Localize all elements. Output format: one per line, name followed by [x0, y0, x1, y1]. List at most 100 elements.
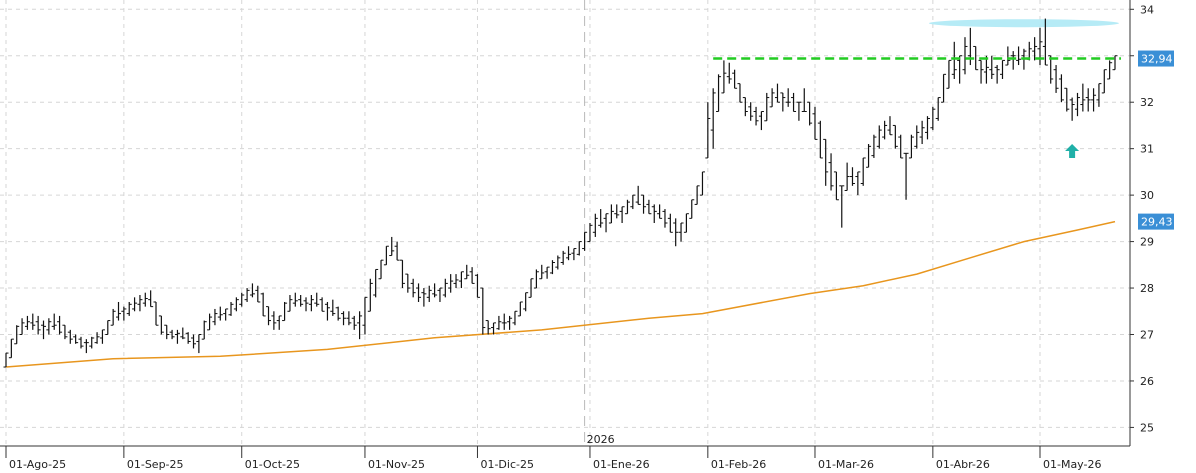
ohlc-bar	[330, 299, 336, 316]
ohlc-bar	[121, 306, 127, 321]
ohlc-bar	[432, 283, 438, 298]
ohlc-bar	[903, 152, 909, 200]
ohlc-bar	[266, 306, 272, 326]
ohlc-bar	[501, 313, 507, 330]
ohlc-bar	[105, 320, 111, 335]
ohlc-bar	[464, 264, 470, 280]
ohlc-bar	[421, 288, 427, 307]
ohlc-bar	[683, 213, 689, 233]
ohlc-bar	[887, 116, 893, 136]
ohlc-bar	[239, 292, 245, 307]
ohlc-bar	[587, 223, 593, 243]
ohlc-bar	[1096, 83, 1102, 107]
ohlc-bar	[469, 267, 475, 284]
ohlc-bar	[957, 55, 963, 84]
ohlc-bar	[341, 311, 347, 326]
ohlc-bar	[817, 120, 823, 159]
ohlc-bar	[233, 297, 239, 312]
ohlc-bar	[1048, 55, 1054, 84]
ohlc-bar	[951, 41, 957, 79]
ohlc-bar	[410, 278, 416, 298]
ohlc-bar	[507, 315, 513, 330]
ohlc-bar	[142, 292, 148, 307]
ohlc-bar	[973, 45, 979, 71]
ohlc-bar	[855, 171, 861, 196]
ohlc-bar	[512, 310, 518, 326]
ohlc-bar	[223, 308, 229, 321]
ohlc-bar	[716, 74, 722, 112]
ohlc-bar	[137, 295, 143, 312]
x-tick-label: 01-Oct-25	[245, 458, 300, 471]
y-tick-label: 29	[1140, 236, 1154, 249]
ohlc-bar	[67, 329, 73, 344]
x-tick-label: 01-Ago-25	[9, 458, 66, 471]
x-tick-label: 01-Abr-26	[936, 458, 990, 471]
price-tag	[1138, 50, 1174, 67]
ohlc-bar	[555, 255, 561, 270]
ohlc-bar	[41, 320, 47, 340]
ohlc-bar	[576, 241, 582, 256]
ohlc-bar	[833, 171, 839, 201]
ohlc-bar	[866, 144, 872, 168]
ohlc-bar	[769, 88, 775, 108]
moving-average-layer	[5, 220, 1116, 368]
ohlc-bar	[614, 204, 620, 219]
ohlc-bar	[78, 336, 84, 349]
ohlc-bar	[357, 311, 363, 340]
ohlc-bar	[914, 125, 920, 149]
moving-average-line	[5, 220, 1116, 368]
ohlc-bar	[566, 246, 572, 261]
ohlc-bar	[35, 315, 41, 335]
highlight-zones	[928, 19, 1119, 28]
ohlc-bar	[271, 311, 277, 330]
ohlc-bar	[598, 209, 604, 228]
ohlc-bar	[212, 308, 218, 326]
y-tick-label: 25	[1140, 421, 1154, 434]
ohlc-bar	[292, 292, 298, 307]
ohlc-bar	[110, 308, 116, 326]
ohlc-bar	[191, 334, 197, 349]
ohlc-bar	[3, 352, 9, 368]
ohlc-bar	[442, 278, 448, 298]
price-tag-label: 29,43	[1141, 216, 1173, 229]
ohlc-bar	[753, 106, 759, 126]
ohlc-bar	[308, 295, 314, 312]
ohlc-bar	[255, 285, 261, 303]
ohlc-bar	[796, 101, 802, 121]
ohlc-bars	[3, 18, 1118, 368]
ohlc-bar	[164, 324, 170, 340]
ohlc-bar	[667, 213, 673, 233]
resistance-zone	[928, 19, 1119, 28]
ohlc-bar	[426, 285, 432, 302]
ohlc-bar	[1080, 83, 1086, 112]
ohlc-bar	[1064, 87, 1070, 112]
ohlc-bar	[1053, 65, 1059, 93]
ohlc-bar	[876, 125, 882, 149]
ohlc-bar	[244, 288, 250, 302]
ohlc-bar	[662, 209, 668, 228]
ohlc-bar	[1016, 46, 1022, 66]
ohlc-bar	[24, 315, 30, 330]
x-tick-label: 01-Feb-26	[711, 458, 766, 471]
ohlc-bar	[657, 204, 663, 219]
ohlc-bar	[57, 315, 63, 335]
ohlc-bar	[399, 259, 405, 289]
ohlc-bar	[689, 199, 695, 219]
ohlc-bar	[1032, 37, 1038, 61]
y-tick-label: 26	[1140, 375, 1154, 388]
ohlc-bar	[496, 315, 502, 330]
ohlc-bar	[405, 273, 411, 293]
ohlc-bar	[448, 274, 454, 293]
ohlc-bar	[373, 268, 379, 298]
overlay-layer	[713, 57, 1121, 158]
ohlc-bar	[73, 334, 79, 344]
ohlc-bar	[560, 250, 566, 265]
ohlc-bar	[651, 204, 657, 223]
ohlc-bar	[533, 269, 539, 289]
ohlc-bar	[116, 301, 122, 321]
ohlc-bar	[458, 271, 464, 289]
ohlc-bar	[346, 311, 352, 326]
ohlc-bar	[174, 329, 180, 344]
